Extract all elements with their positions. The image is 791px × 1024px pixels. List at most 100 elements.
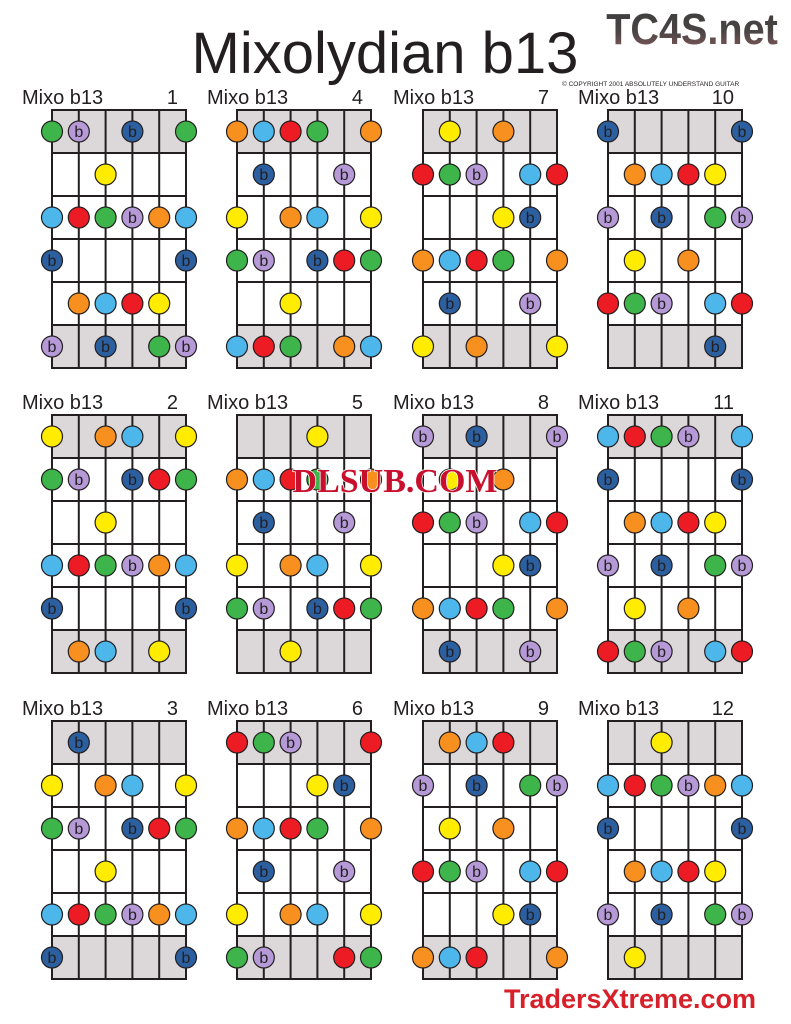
- note-circle: [492, 903, 515, 926]
- note-dot: [148, 640, 171, 663]
- note-dot: [438, 163, 461, 186]
- flat-note-dot: b: [121, 554, 144, 577]
- flat-symbol: b: [445, 644, 454, 661]
- note-dot: [279, 292, 302, 315]
- flat-note-dot: b: [596, 468, 620, 491]
- note-circle: [545, 774, 569, 797]
- note-circle: [545, 249, 569, 272]
- diagram-label: Mixo b13: [22, 87, 103, 109]
- note-circle: [148, 817, 171, 840]
- note-dot: [40, 903, 64, 926]
- note-dot: [40, 206, 64, 229]
- flat-note-dot: b: [40, 597, 64, 620]
- note-circle: [148, 206, 171, 229]
- diagram-number: 10: [712, 87, 734, 109]
- flat-note-dot: b: [333, 163, 356, 186]
- note-dot: [704, 640, 727, 663]
- note-dot: [225, 731, 249, 754]
- note-dot: [40, 120, 64, 143]
- note-circle: [40, 425, 64, 448]
- note-dot: [225, 335, 249, 358]
- flat-symbol: b: [48, 253, 57, 270]
- note-dot: [704, 163, 727, 186]
- note-dot: [623, 425, 646, 448]
- note-circle: [359, 468, 383, 491]
- note-circle: [67, 817, 90, 840]
- watermark-tradersxtreme: TradersXtreme.com: [504, 984, 756, 1014]
- watermark-dlsub: DLSUB.COM: [293, 463, 498, 500]
- flat-symbol: b: [74, 735, 83, 752]
- note-dot: [279, 817, 302, 840]
- note-circle: [333, 946, 356, 969]
- note-dot: [596, 774, 620, 797]
- note-circle: [545, 597, 569, 620]
- flat-symbol: b: [128, 907, 137, 924]
- note-circle: [623, 292, 646, 315]
- flat-symbol: b: [128, 124, 137, 141]
- note-dot: [306, 120, 329, 143]
- tc4s-logo: TC4S.net: [606, 4, 778, 53]
- note-circle: [730, 425, 754, 448]
- scale-diagram-2: Mixo b13 2 b b b b b: [22, 392, 198, 674]
- note-dot: [596, 292, 620, 315]
- note-dot: [359, 206, 383, 229]
- note-dot: [438, 468, 461, 491]
- note-circle: [492, 249, 515, 272]
- note-circle: [623, 249, 646, 272]
- flat-symbol: b: [526, 907, 535, 924]
- diagram-label: Mixo b13: [393, 87, 474, 109]
- note-circle: [225, 817, 249, 840]
- note-circle: [650, 292, 673, 315]
- note-dot: [438, 597, 461, 620]
- note-circle: [465, 597, 488, 620]
- note-dot: [306, 817, 329, 840]
- flat-symbol: b: [684, 778, 693, 795]
- note-dot: [359, 903, 383, 926]
- note-dot: [411, 511, 435, 534]
- note-dot: [704, 292, 727, 315]
- note-circle: [438, 640, 461, 663]
- note-circle: [438, 292, 461, 315]
- note-circle: [359, 554, 383, 577]
- flat-note-dot: b: [730, 120, 754, 143]
- flat-symbol: b: [445, 296, 454, 313]
- note-circle: [438, 511, 461, 534]
- note-dot: [279, 206, 302, 229]
- note-circle: [650, 731, 673, 754]
- note-circle: [333, 597, 356, 620]
- note-circle: [359, 597, 383, 620]
- note-circle: [411, 163, 435, 186]
- flat-symbol: b: [259, 515, 268, 532]
- flat-note-dot: b: [121, 120, 144, 143]
- note-dot: [704, 206, 727, 229]
- note-circle: [174, 946, 198, 969]
- note-circle: [730, 468, 754, 491]
- flat-note-dot: b: [730, 903, 754, 926]
- note-dot: [359, 120, 383, 143]
- flat-symbol: b: [738, 124, 747, 141]
- note-dot: [465, 335, 488, 358]
- note-dot: [359, 817, 383, 840]
- scale-diagram-5: Mixo b13 5 b b b b: [207, 392, 383, 674]
- note-dot: [704, 903, 727, 926]
- note-circle: [438, 860, 461, 883]
- note-circle: [677, 597, 700, 620]
- note-dot: [225, 817, 249, 840]
- flat-symbol: b: [684, 429, 693, 446]
- note-dot: [148, 817, 171, 840]
- note-dot: [94, 206, 117, 229]
- flat-symbol: b: [604, 821, 613, 838]
- note-dot: [677, 860, 700, 883]
- flat-note-dot: b: [730, 817, 754, 840]
- flat-note-dot: b: [519, 640, 542, 663]
- note-dot: [333, 597, 356, 620]
- flat-symbol: b: [340, 864, 349, 881]
- note-dot: [359, 249, 383, 272]
- note-circle: [623, 511, 646, 534]
- note-dot: [492, 468, 515, 491]
- note-dot: [225, 946, 249, 969]
- note-dot: [306, 425, 329, 448]
- note-circle: [306, 249, 329, 272]
- note-circle: [94, 774, 117, 797]
